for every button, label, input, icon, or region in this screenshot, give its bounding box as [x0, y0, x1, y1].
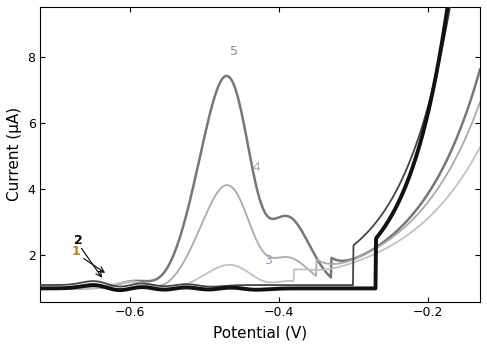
Text: 5: 5 — [230, 45, 239, 58]
Text: 3: 3 — [264, 254, 272, 266]
Y-axis label: Current (μA): Current (μA) — [7, 107, 22, 201]
Text: 4: 4 — [253, 161, 261, 174]
X-axis label: Potential (V): Potential (V) — [213, 325, 307, 340]
Text: 1: 1 — [72, 245, 80, 258]
Text: 2: 2 — [74, 234, 83, 247]
